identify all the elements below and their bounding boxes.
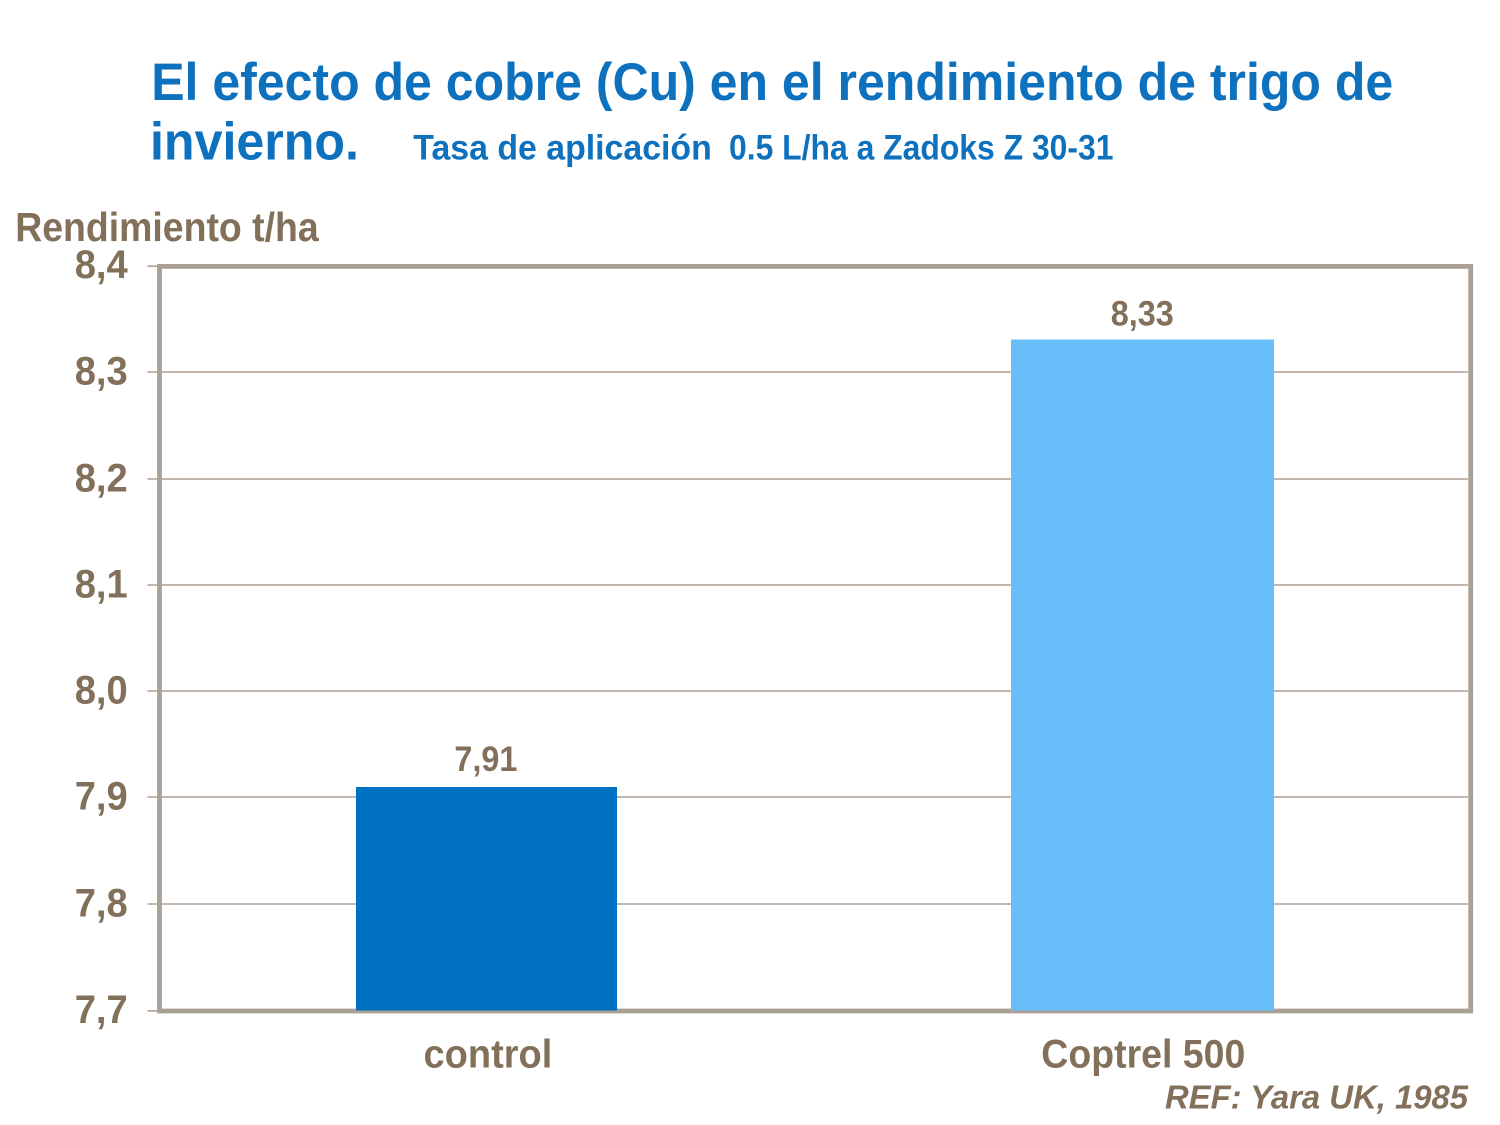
svg-text:Coptrel 500: Coptrel 500 [1041, 1033, 1245, 1077]
svg-text:Tasa de aplicación: Tasa de aplicación [413, 129, 712, 168]
svg-text:8,3: 8,3 [75, 349, 128, 393]
svg-text:7,91: 7,91 [454, 740, 517, 779]
svg-text:7,9: 7,9 [75, 774, 128, 818]
svg-text:0.5 L/ha a Zadoks Z 30-31: 0.5 L/ha a Zadoks Z 30-31 [729, 129, 1114, 168]
svg-text:8,2: 8,2 [75, 456, 128, 500]
svg-text:8,4: 8,4 [75, 243, 128, 287]
svg-text:7,7: 7,7 [75, 988, 128, 1032]
svg-text:8,33: 8,33 [1111, 294, 1174, 333]
svg-text:invierno.: invierno. [150, 113, 359, 172]
svg-text:El efecto de cobre (Cu) en el: El efecto de cobre (Cu) en el rendimient… [151, 53, 1393, 112]
svg-text:Rendimiento t/ha: Rendimiento t/ha [15, 204, 320, 250]
svg-text:7,8: 7,8 [75, 881, 128, 925]
svg-text:control: control [424, 1033, 553, 1077]
svg-text:REF: Yara UK, 1985: REF: Yara UK, 1985 [1165, 1078, 1469, 1115]
svg-text:8,1: 8,1 [75, 562, 128, 606]
svg-text:8,0: 8,0 [75, 668, 128, 712]
